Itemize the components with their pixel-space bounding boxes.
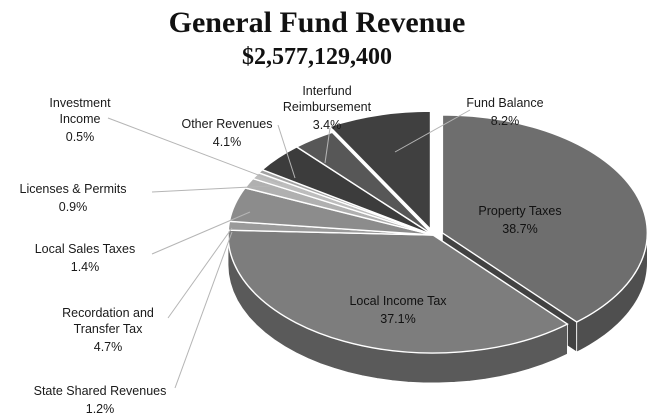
slice-label-interfund-reimbursement: Interfund Reimbursement 3.4% — [283, 84, 372, 132]
slice-interfund-reimbursement — [295, 131, 434, 236]
leader-line-interfund-reimbursement — [324, 127, 331, 164]
slice-label-recordation-and-transfer-tax: Recordation and Transfer Tax 4.7% — [62, 306, 154, 354]
slice-label-licenses-permits: Licenses & Permits 0.9% — [20, 182, 127, 214]
leader-line-state-shared-revenues — [174, 231, 233, 389]
slice-local-income-tax — [227, 229, 569, 354]
leader-line-investment-income — [107, 117, 283, 185]
slice-pct-local-income-tax: 37.1% — [380, 312, 415, 326]
slice-pct-property-taxes: 38.7% — [502, 222, 537, 236]
slice-pct-local-sales-taxes: 1.4% — [71, 260, 100, 274]
leader-line-licenses-permits — [151, 185, 271, 193]
slice-label-other-revenues: Other Revenues 4.1% — [181, 117, 272, 149]
pie-layer — [227, 110, 648, 384]
slice-pct-interfund-reimbursement: 3.4% — [313, 118, 342, 132]
slice-label-state-shared-revenues: State Shared Revenues 1.2% — [34, 384, 167, 416]
leader-line-local-sales-taxes — [151, 211, 251, 255]
slice-label-local-income-tax: Local Income Tax 37.1% — [349, 294, 447, 326]
slice-pct-other-revenues: 4.1% — [213, 135, 242, 149]
slice-pct-recordation-and-transfer-tax: 4.7% — [94, 340, 123, 354]
slice-label-fund-balance: Fund Balance 8.2% — [466, 96, 543, 128]
leader-line-fund-balance — [394, 109, 471, 153]
chart-subtitle: $2,577,129,400 — [242, 44, 392, 70]
slice-label-investment-income: Investment Income 0.5% — [49, 96, 111, 144]
slice-pct-licenses-permits: 0.9% — [59, 200, 88, 214]
slice-label-local-sales-taxes: Local Sales Taxes 1.4% — [35, 242, 136, 274]
slice-pct-state-shared-revenues: 1.2% — [86, 402, 115, 416]
slice-pct-fund-balance: 8.2% — [491, 114, 520, 128]
chart-title: General Fund Revenue — [169, 6, 466, 39]
pie-tops — [227, 110, 648, 354]
slice-pct-investment-income: 0.5% — [66, 130, 95, 144]
slice-label-property-taxes: Property Taxes 38.7% — [478, 204, 561, 236]
leader-line-other-revenues — [277, 124, 296, 179]
leader-line-recordation-and-transfer-tax — [167, 227, 233, 319]
slice-property-taxes — [441, 114, 648, 323]
label-layer: Property Taxes 38.7% Local Income Tax 37.1%… — [20, 84, 562, 416]
slice-fund-balance — [328, 110, 432, 231]
